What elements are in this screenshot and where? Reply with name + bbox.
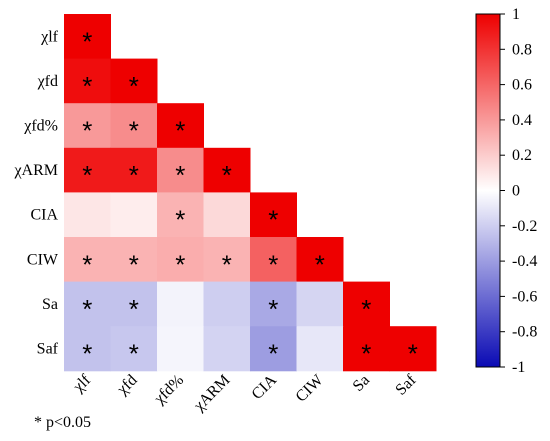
y-axis-labels: χlf χfd χfd% χARM CIA CIW Sa Saf <box>13 28 58 357</box>
heatmap-cell <box>110 147 158 193</box>
significance-star: * <box>82 116 92 146</box>
significance-star: * <box>315 249 325 279</box>
heatmap-cell <box>64 192 111 238</box>
x-axis-label: χfd <box>113 372 140 399</box>
significance-star: * <box>82 160 92 190</box>
significance-star: * <box>175 205 185 235</box>
x-axis-label: Saf <box>392 371 420 399</box>
significance-star: * <box>361 294 371 324</box>
colorbar-tick-label: -0.6 <box>512 288 537 305</box>
heatmap-cell <box>343 326 390 372</box>
significance-star: * <box>175 249 185 279</box>
significance-star: * <box>175 116 185 146</box>
x-axis-label: χARM <box>190 372 234 416</box>
heatmap-cell <box>64 14 111 60</box>
y-axis-label: CIW <box>27 251 59 268</box>
x-axis-label: χfd% <box>150 372 187 409</box>
significance-footnote: * p<0.05 <box>34 414 92 431</box>
colorbar-tick-label: 0.8 <box>512 41 532 58</box>
heatmap-cell <box>343 281 390 327</box>
heatmap-cell <box>64 237 111 283</box>
y-axis-label: χARM <box>13 162 58 179</box>
y-axis-label: χfd <box>37 73 58 90</box>
x-axis-labels: χlf χfd χfd% χARM CIA CIW Sa Saf <box>69 371 420 415</box>
significance-star: * <box>82 71 92 101</box>
colorbar-tick-label: 0.4 <box>512 112 532 129</box>
y-axis-label: Sa <box>42 296 58 313</box>
heatmap-cell <box>296 326 344 372</box>
colorbar-tick-label: -0.2 <box>512 218 537 235</box>
significance-star: * <box>175 160 185 190</box>
heatmap-cell <box>64 147 111 193</box>
heatmap-cell <box>64 326 111 372</box>
significance-star: * <box>268 249 278 279</box>
heatmap-cell <box>64 281 111 327</box>
significance-star: * <box>82 249 92 279</box>
colorbar-tick-label: 0 <box>512 183 520 200</box>
significance-markers: * * * * * * * * * * * * * * * * * * * * * * * * * * * <box>82 26 418 368</box>
y-axis-label: Saf <box>37 341 59 358</box>
x-axis-label: Sa <box>350 372 373 395</box>
significance-star: * <box>129 116 139 146</box>
heatmap-cell <box>157 326 204 372</box>
heatmap-cell <box>110 237 158 283</box>
significance-star: * <box>268 294 278 324</box>
heatmap-cell <box>110 103 158 149</box>
y-axis-label: CIA <box>30 207 58 224</box>
heatmap-cell <box>157 192 204 238</box>
heatmap-cell <box>389 326 437 372</box>
heatmap-cell <box>157 103 204 149</box>
heatmap-cell <box>64 103 111 149</box>
significance-star: * <box>129 160 139 190</box>
colorbar-tick-label: 0.2 <box>512 147 532 164</box>
heatmap-cell <box>203 281 251 327</box>
significance-star: * <box>82 294 92 324</box>
heatmap-cell <box>203 326 251 372</box>
colorbar-tick-label: 1 <box>512 6 520 23</box>
significance-star: * <box>129 294 139 324</box>
heatmap-cell <box>157 237 204 283</box>
heatmap-cell <box>157 147 204 193</box>
significance-star: * <box>129 71 139 101</box>
heatmap-cell <box>250 326 297 372</box>
colorbar-tick-label: -0.4 <box>512 253 537 270</box>
significance-star: * <box>82 26 92 56</box>
heatmap-cell <box>296 237 344 283</box>
y-axis-label: χlf <box>40 28 59 45</box>
heatmap-cell <box>110 326 158 372</box>
heatmap-cell <box>203 192 251 238</box>
significance-star: * <box>129 249 139 279</box>
colorbar-ticks: 1 0.8 0.6 0.4 0.2 0 -0.2 -0.4 -0.6 -0.8 -1 <box>500 6 537 376</box>
heatmap-cell <box>296 281 344 327</box>
x-axis-label: CIA <box>249 371 281 403</box>
colorbar-tick-label: 0.6 <box>512 77 532 94</box>
colorbar-tick-label: -0.8 <box>512 324 537 341</box>
x-axis-label: CIW <box>293 371 328 406</box>
significance-star: * <box>408 339 418 369</box>
significance-star: * <box>268 339 278 369</box>
significance-star: * <box>268 205 278 235</box>
colorbar-tick-label: -1 <box>512 359 525 376</box>
heatmap-cell <box>110 58 158 104</box>
x-axis-label: χlf <box>69 371 94 396</box>
significance-star: * <box>222 160 232 190</box>
heatmap-cell <box>203 147 251 193</box>
colorbar-gradient <box>475 13 501 368</box>
heatmap-cell <box>157 281 204 327</box>
y-axis-label: χfd% <box>23 118 58 135</box>
heatmap-cell <box>250 192 297 238</box>
significance-star: * <box>129 339 139 369</box>
significance-star: * <box>82 339 92 369</box>
significance-star: * <box>361 339 371 369</box>
significance-star: * <box>222 249 232 279</box>
heatmap-cell <box>110 281 158 327</box>
heatmap-cells <box>64 14 437 372</box>
heatmap-cell <box>110 192 158 238</box>
colorbar <box>475 13 501 368</box>
heatmap-cell <box>250 237 297 283</box>
heatmap-cell <box>203 237 251 283</box>
heatmap-cell <box>250 281 297 327</box>
heatmap-cell <box>64 58 111 104</box>
